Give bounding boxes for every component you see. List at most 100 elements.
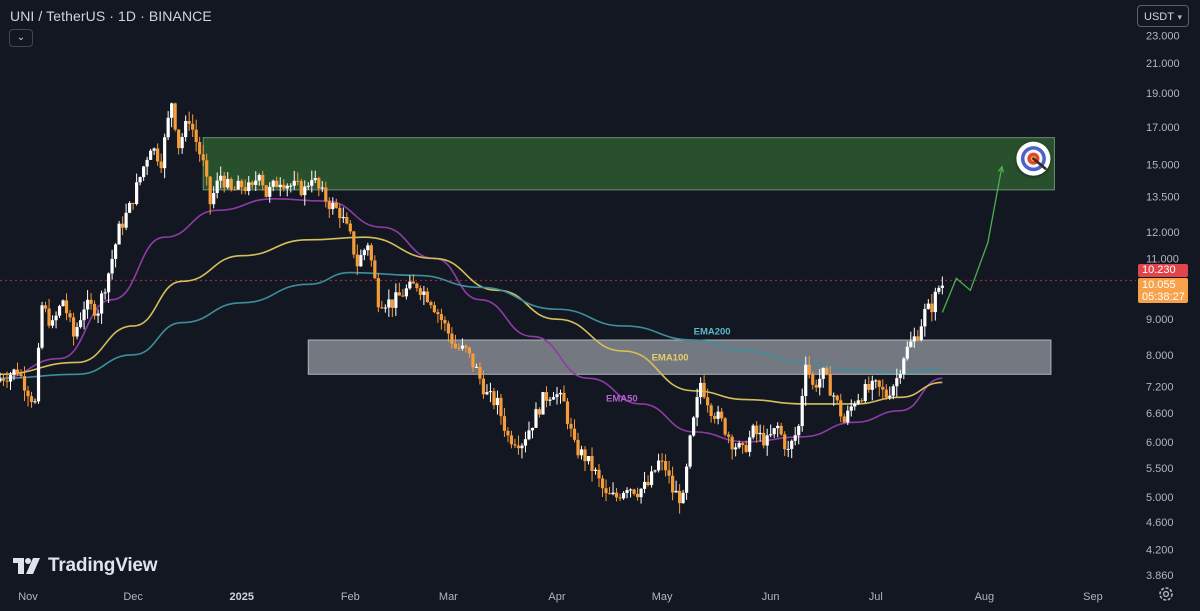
- candle-body: [856, 400, 860, 404]
- candle-body: [593, 469, 598, 472]
- candle-body: [138, 177, 142, 183]
- candle-body: [292, 180, 296, 186]
- candle-body: [863, 383, 867, 402]
- candle-body: [387, 299, 391, 308]
- candle-body: [106, 273, 111, 293]
- candle-body: [762, 432, 766, 446]
- candle-body: [47, 308, 51, 326]
- candle-body: [453, 343, 458, 348]
- candle-body: [572, 428, 577, 440]
- candle-body: [670, 475, 675, 493]
- candle-body: [495, 397, 500, 406]
- y-tick-label: 11.000: [1146, 253, 1179, 265]
- candle-body: [713, 416, 717, 419]
- candle-body: [96, 313, 100, 316]
- candle-body: [839, 400, 843, 417]
- candle-body: [674, 490, 678, 493]
- candle-body: [352, 231, 356, 255]
- candle-body: [366, 245, 370, 251]
- x-tick-label: Sep: [1083, 591, 1103, 603]
- candle-body: [919, 326, 923, 341]
- candle-body: [383, 307, 387, 309]
- candle-body: [36, 347, 41, 402]
- candle-body: [296, 180, 300, 182]
- candle-body: [660, 460, 664, 462]
- candle-body: [488, 391, 493, 393]
- candle-body: [324, 187, 328, 202]
- candle-body: [243, 187, 247, 192]
- countdown-value: 05:38:27: [1142, 291, 1185, 303]
- candle-body: [940, 285, 944, 288]
- candle-body: [923, 308, 927, 327]
- candle-body: [720, 411, 724, 419]
- candle-body: [61, 300, 65, 307]
- candle-body: [867, 383, 871, 390]
- candle-body: [408, 281, 412, 289]
- currency-selector[interactable]: USDT ▾: [1137, 5, 1189, 27]
- candle-body: [289, 185, 293, 187]
- candle-body: [625, 490, 629, 493]
- projection-arrowhead: [997, 165, 1005, 173]
- candle-body: [131, 202, 135, 205]
- candle-body: [233, 189, 237, 191]
- candle-body: [334, 202, 338, 208]
- tradingview-logo-icon: [13, 558, 40, 574]
- candle-body: [748, 437, 752, 452]
- candle-body: [548, 399, 552, 401]
- candle-body: [443, 319, 447, 324]
- projection-path: [941, 166, 1003, 313]
- candle-body: [898, 374, 902, 379]
- candle-body: [15, 369, 20, 375]
- y-tick-label: 7.200: [1146, 382, 1174, 394]
- candle-body: [692, 417, 696, 436]
- candle-body: [89, 299, 93, 304]
- candle-body: [299, 181, 303, 196]
- candle-body: [394, 292, 398, 308]
- collapse-toggle-button[interactable]: ⌄: [9, 29, 33, 47]
- candle-body: [5, 380, 9, 382]
- candle-body: [464, 345, 468, 348]
- candle-body: [912, 336, 916, 342]
- candle-body: [632, 489, 636, 494]
- x-tick-label: Dec: [123, 591, 143, 603]
- candle-body: [614, 492, 619, 498]
- candle-body: [828, 374, 832, 396]
- candle-body: [895, 378, 899, 387]
- candle-body: [734, 447, 738, 450]
- y-tick-label: 21.000: [1146, 58, 1180, 70]
- candle-body: [418, 288, 422, 295]
- candle-body: [264, 185, 268, 197]
- x-tick-label: Mar: [439, 591, 458, 603]
- candle-body: [814, 384, 818, 388]
- x-tick-label: Jun: [762, 591, 780, 603]
- candle-body: [821, 367, 825, 379]
- candle-body: [229, 179, 233, 190]
- candle-body: [706, 397, 710, 406]
- candle-body: [313, 178, 317, 181]
- candle-body: [516, 445, 521, 449]
- candle-body: [527, 430, 531, 440]
- candle-body: [509, 435, 514, 445]
- candle-body: [797, 426, 801, 436]
- candle-body: [422, 291, 426, 295]
- candle-body: [152, 148, 156, 151]
- symbol-title: UNI / TetherUS · 1D · BINANCE: [10, 8, 212, 24]
- candle-body: [702, 382, 706, 398]
- candle-body: [905, 346, 909, 359]
- candle-body: [635, 493, 640, 498]
- candle-body: [338, 207, 342, 219]
- candle-body: [933, 291, 937, 313]
- currency-label: USDT: [1144, 11, 1174, 23]
- candle-body: [271, 180, 275, 187]
- candle-body: [117, 223, 121, 245]
- candle-body: [359, 255, 363, 267]
- candle-body: [201, 154, 205, 161]
- settings-gear-icon[interactable]: [1157, 585, 1175, 603]
- candle-body: [54, 315, 58, 321]
- candle-body: [135, 182, 139, 205]
- candle-body: [849, 406, 853, 411]
- candle-body: [474, 366, 479, 368]
- candle-body: [583, 449, 587, 462]
- candle-body: [306, 185, 310, 187]
